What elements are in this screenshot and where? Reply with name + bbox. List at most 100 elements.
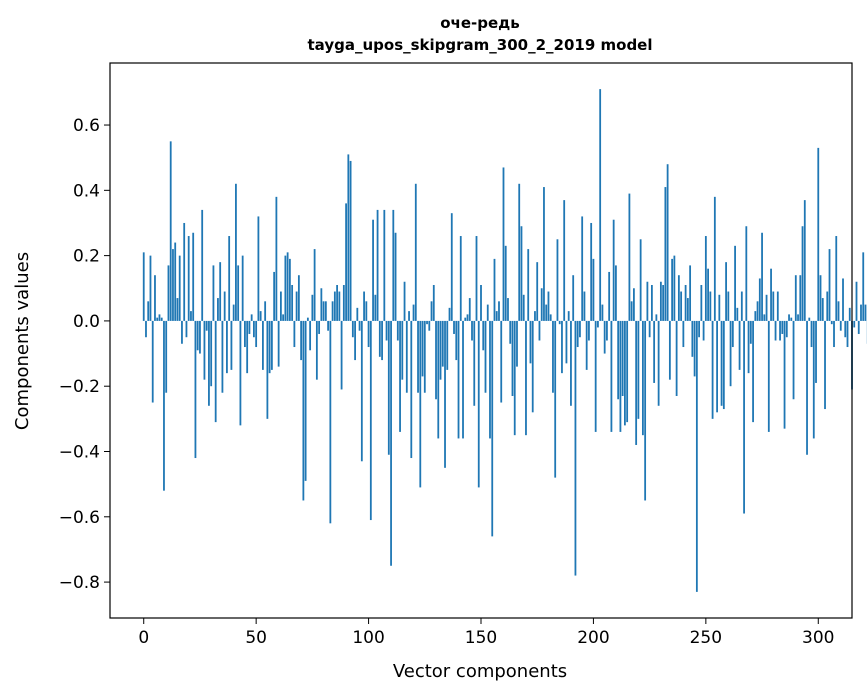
bar <box>500 320 503 403</box>
bar <box>176 298 179 321</box>
bar <box>390 320 392 566</box>
bar <box>318 320 321 334</box>
bar <box>617 320 620 400</box>
bar <box>722 320 725 410</box>
bar <box>385 320 388 341</box>
bar <box>536 262 539 321</box>
bar <box>792 320 795 400</box>
bar <box>304 320 307 481</box>
bar <box>217 298 219 321</box>
bar <box>214 320 217 423</box>
bar <box>842 278 844 321</box>
bar <box>286 252 289 321</box>
bar <box>797 314 799 321</box>
bar <box>378 320 381 357</box>
bar <box>853 320 856 328</box>
bar <box>342 285 345 321</box>
bar <box>680 291 683 321</box>
bar <box>565 320 568 364</box>
bar <box>253 320 255 338</box>
bar <box>543 187 545 321</box>
bar <box>835 236 838 321</box>
bar <box>160 317 163 321</box>
bar <box>695 320 698 592</box>
bar <box>405 320 408 393</box>
bar <box>320 288 323 321</box>
bar <box>196 320 199 351</box>
y-tick-label: −0.8 <box>59 573 100 593</box>
bar <box>354 320 356 361</box>
bar <box>498 301 500 321</box>
x-tick-label: 200 <box>577 628 609 648</box>
bar <box>347 154 350 321</box>
bar <box>529 320 532 364</box>
bar <box>504 245 507 321</box>
bar <box>358 320 361 331</box>
bar <box>860 304 862 321</box>
bar <box>729 320 732 387</box>
bar <box>239 320 242 426</box>
bar <box>482 320 485 351</box>
bar <box>437 320 440 439</box>
bar <box>306 317 309 321</box>
bar <box>178 255 181 321</box>
x-tick-label: 300 <box>802 628 834 648</box>
bar <box>453 320 455 334</box>
bar <box>621 320 624 396</box>
bar <box>414 183 417 321</box>
bar <box>527 249 530 321</box>
bar <box>351 320 354 338</box>
bar <box>554 320 557 478</box>
bar <box>693 320 696 377</box>
bar <box>181 320 183 344</box>
bar <box>374 294 377 321</box>
bar <box>369 320 372 521</box>
bar <box>608 271 611 321</box>
bar <box>653 320 656 383</box>
bar <box>817 147 820 321</box>
bar <box>738 320 741 370</box>
bar <box>439 320 442 380</box>
bar <box>221 320 224 393</box>
x-tick-label: 150 <box>465 628 497 648</box>
bar <box>466 314 469 321</box>
bar <box>158 314 161 321</box>
bar <box>677 275 680 321</box>
bar <box>489 320 491 439</box>
bar <box>383 209 386 321</box>
bar <box>444 320 446 468</box>
bar <box>788 314 790 321</box>
bar <box>268 320 271 374</box>
bar <box>864 304 867 321</box>
y-tick-label: −0.2 <box>59 377 100 397</box>
bar <box>648 320 651 338</box>
bar <box>655 314 658 321</box>
bar <box>776 291 779 321</box>
bar <box>756 301 759 321</box>
bar <box>284 255 287 321</box>
bar <box>257 216 260 321</box>
bar <box>644 320 647 501</box>
bar <box>167 265 170 321</box>
bar <box>324 301 327 321</box>
y-tick-label: 0.2 <box>73 247 100 267</box>
bar <box>151 320 154 403</box>
x-axis-ticks: 0 50 100 150 200 250 300 <box>138 618 834 648</box>
bar <box>430 301 433 321</box>
bar <box>360 320 363 462</box>
bar <box>392 209 395 321</box>
y-tick-label: 0.6 <box>73 116 100 136</box>
bar <box>147 301 150 321</box>
bar <box>275 196 278 321</box>
bar <box>219 262 222 321</box>
bar <box>803 200 806 321</box>
bar <box>545 304 548 321</box>
bar <box>412 304 415 321</box>
bar <box>574 320 577 576</box>
bar <box>824 320 826 410</box>
bar <box>509 320 512 344</box>
bar <box>185 320 188 338</box>
bar <box>754 311 757 321</box>
bar <box>410 320 413 459</box>
bar <box>473 320 476 406</box>
